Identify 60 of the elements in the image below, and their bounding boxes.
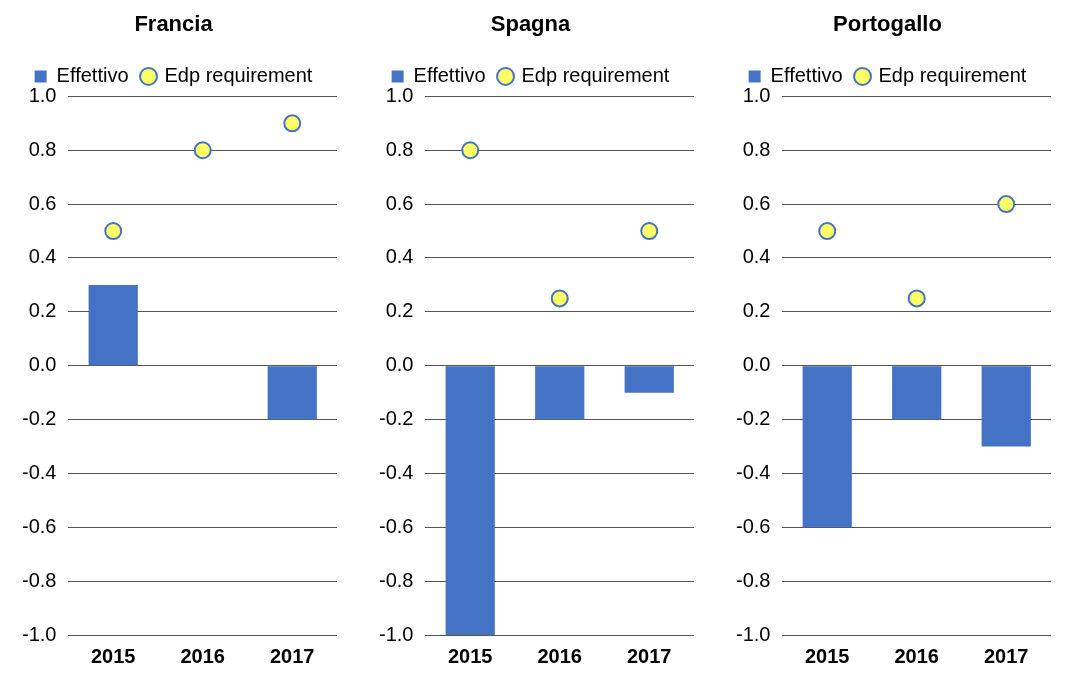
- x-tick-label: 2015: [804, 644, 850, 667]
- legend-label: Edp requirement: [164, 63, 313, 86]
- point: [640, 222, 659, 241]
- x-tick-label: 2015: [90, 644, 136, 667]
- legend-label: Effettivo: [770, 63, 843, 86]
- x-tick-label: 2016: [537, 644, 582, 667]
- y-tick-label: 0.0: [742, 353, 771, 376]
- y-tick-label: 0.0: [385, 353, 414, 376]
- point: [193, 141, 212, 160]
- y-tick-label: 1.0: [28, 83, 57, 106]
- y-tick-label: 0.2: [385, 299, 414, 322]
- y-tick-label: 0.8: [742, 137, 771, 160]
- y-tick-label: -0.2: [735, 407, 771, 430]
- x-tick-label: 2016: [180, 644, 225, 667]
- point: [550, 289, 569, 308]
- y-tick-label: 0.2: [742, 299, 771, 322]
- y-tick-label: -0.4: [378, 460, 414, 483]
- y-tick-label: -0.8: [21, 568, 57, 591]
- y-tick-label: -0.4: [21, 460, 57, 483]
- y-tick-label: 0.4: [28, 245, 57, 268]
- legend-label: Edp requirement: [521, 63, 670, 86]
- y-tick-label: 0.0: [28, 353, 57, 376]
- point: [907, 289, 926, 308]
- point: [104, 222, 123, 241]
- y-tick-label: -0.6: [378, 514, 414, 537]
- chart-title: Francia: [134, 11, 214, 37]
- legend-label: Effettivo: [56, 63, 129, 86]
- x-tick-label: 2015: [447, 644, 493, 667]
- y-tick-label: -0.2: [378, 407, 414, 430]
- y-tick-label: -0.8: [378, 568, 414, 591]
- y-tick-label: -1.0: [378, 622, 414, 645]
- point: [283, 114, 302, 133]
- y-tick-label: -0.4: [735, 460, 771, 483]
- y-tick-label: -0.2: [21, 407, 57, 430]
- y-tick-label: 1.0: [742, 83, 771, 106]
- y-tick-label: -0.6: [21, 514, 57, 537]
- x-tick-label: 2016: [894, 644, 939, 667]
- chart-title: Portogallo: [833, 11, 942, 37]
- legend-label: Edp requirement: [878, 63, 1027, 86]
- y-tick-label: 0.4: [742, 245, 771, 268]
- x-tick-label: 2017: [983, 644, 1029, 667]
- y-tick-label: 1.0: [385, 83, 414, 106]
- y-tick-label: -1.0: [21, 622, 57, 645]
- y-tick-label: 0.8: [28, 137, 57, 160]
- legend-label: Effettivo: [413, 63, 486, 86]
- y-tick-label: -0.8: [735, 568, 771, 591]
- x-tick-label: 2017: [626, 644, 672, 667]
- y-tick-label: -0.6: [735, 514, 771, 537]
- point: [461, 141, 480, 160]
- y-tick-label: 0.8: [385, 137, 414, 160]
- chart-title: Spagna: [490, 11, 571, 37]
- point: [997, 195, 1016, 214]
- y-tick-label: 0.4: [385, 245, 414, 268]
- y-tick-label: 0.6: [742, 191, 771, 214]
- y-tick-label: -1.0: [735, 622, 771, 645]
- point: [818, 222, 837, 241]
- x-tick-label: 2017: [269, 644, 315, 667]
- y-tick-label: 0.6: [385, 191, 414, 214]
- y-tick-label: 0.2: [28, 299, 57, 322]
- y-tick-label: 0.6: [28, 191, 57, 214]
